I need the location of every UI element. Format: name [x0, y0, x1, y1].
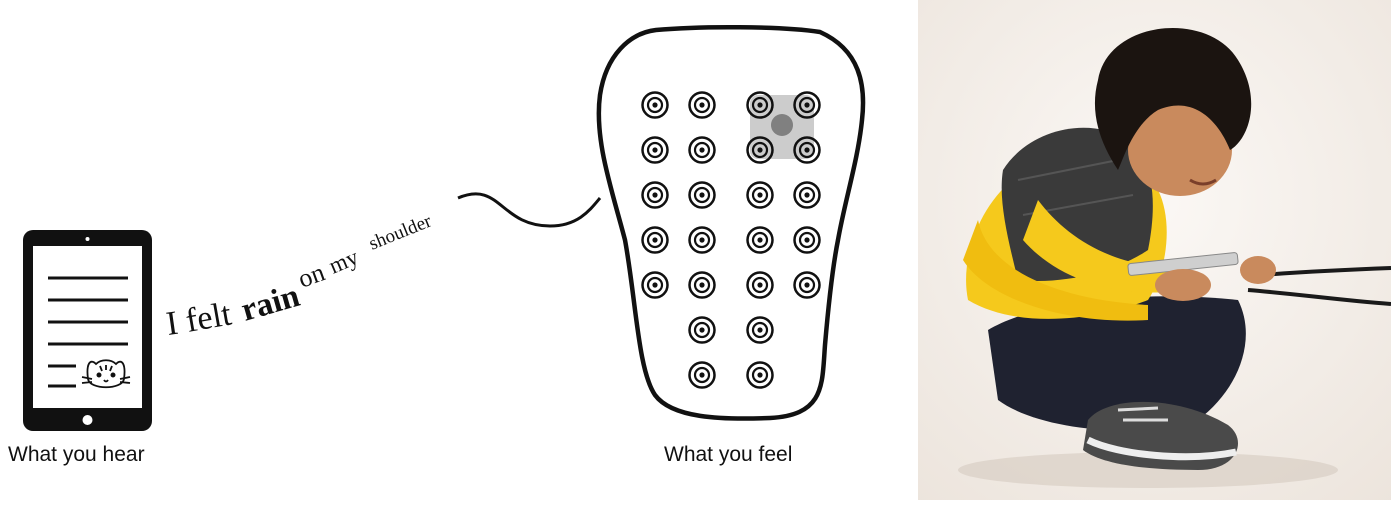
vibration-motor-icon	[643, 228, 668, 253]
vibration-motor-icon	[795, 228, 820, 253]
tablet-icon	[23, 230, 152, 431]
vibration-motor-icon	[795, 273, 820, 298]
vibration-motor-icon	[795, 183, 820, 208]
caption-hear: What you hear	[8, 443, 145, 467]
connector-line	[458, 194, 600, 226]
caption-feel: What you feel	[664, 443, 792, 467]
vibration-motor-icon	[690, 273, 715, 298]
diagram-panel: I felt rain on my shoulder What you hear…	[0, 0, 918, 500]
diagram-canvas: I felt rain on my shoulder	[0, 0, 918, 500]
word-on: on	[294, 257, 328, 293]
vibration-motor-icon	[690, 138, 715, 163]
vibration-motor-icon	[690, 363, 715, 388]
vibration-motor-icon	[690, 93, 715, 118]
vibration-motor-icon	[748, 228, 773, 253]
word-my: my	[325, 244, 362, 279]
vibration-motor-icon	[748, 318, 773, 343]
word-shoulder: shoulder	[366, 210, 435, 254]
vibration-motor-icon	[748, 183, 773, 208]
vibration-motor-icon	[748, 273, 773, 298]
vibration-motor-icon	[643, 183, 668, 208]
vibration-motor-icon	[643, 273, 668, 298]
haptic-vest-icon	[599, 27, 863, 418]
vibration-motor-icon	[690, 183, 715, 208]
word-i: I	[164, 305, 180, 343]
word-rain: rain	[237, 278, 303, 329]
word-felt: felt	[183, 295, 235, 339]
vibration-motor-icon	[690, 318, 715, 343]
curved-sentence: I felt rain on my shoulder	[164, 210, 435, 343]
photo-illustration	[918, 0, 1391, 500]
photo-child-wearing-vest	[918, 0, 1391, 500]
vibration-motor-icon	[690, 228, 715, 253]
vibration-motor-icon	[643, 138, 668, 163]
vibration-motor-icon	[643, 93, 668, 118]
vibration-motor-icon	[748, 363, 773, 388]
hands	[1155, 269, 1211, 301]
